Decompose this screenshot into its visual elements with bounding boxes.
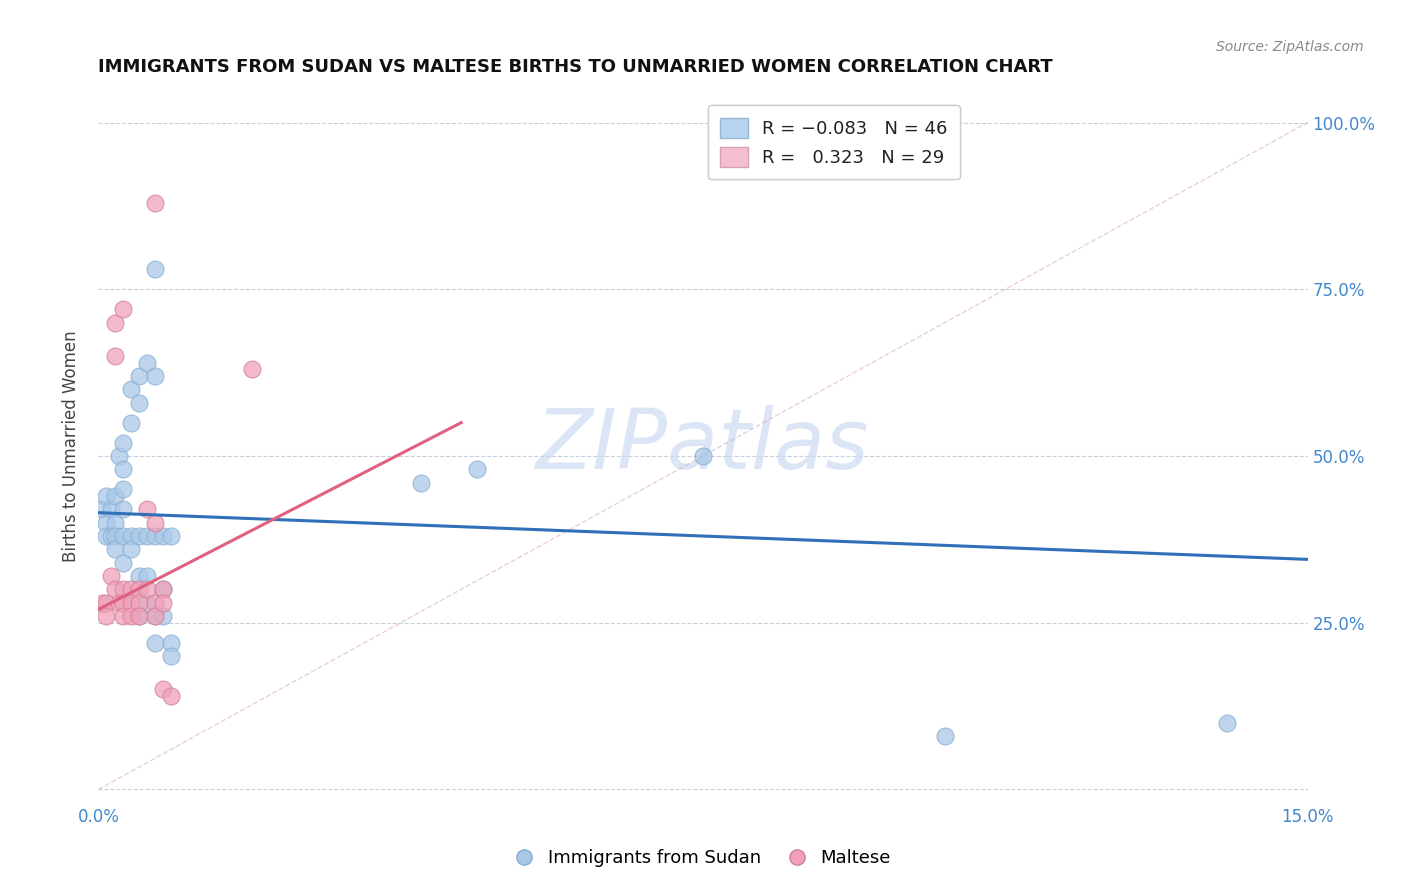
Point: [152, 582, 174, 597]
Point: [107, 596, 129, 610]
Point: [91, 502, 114, 516]
Point: [111, 529, 134, 543]
Legend: R = −0.083   N = 46, R =   0.323   N = 29: R = −0.083 N = 46, R = 0.323 N = 29: [707, 105, 960, 179]
Point: [107, 449, 129, 463]
Point: [100, 529, 122, 543]
Point: [934, 729, 956, 743]
Point: [160, 649, 183, 664]
Point: [103, 529, 125, 543]
Point: [240, 362, 263, 376]
Point: [143, 609, 166, 624]
Point: [128, 368, 150, 383]
Point: [111, 596, 134, 610]
Point: [120, 542, 142, 557]
Point: [111, 502, 134, 516]
Point: [96, 516, 118, 530]
Point: [143, 368, 166, 383]
Point: [103, 489, 125, 503]
Point: [152, 529, 174, 543]
Point: [152, 609, 174, 624]
Point: [96, 529, 118, 543]
Point: [152, 682, 174, 697]
Point: [135, 569, 157, 583]
Point: [103, 582, 125, 597]
Point: [96, 489, 118, 503]
Point: [143, 636, 166, 650]
Point: [692, 449, 714, 463]
Point: [100, 569, 122, 583]
Point: [465, 462, 488, 476]
Point: [111, 462, 134, 476]
Point: [160, 636, 183, 650]
Point: [143, 596, 166, 610]
Point: [135, 596, 157, 610]
Point: [103, 542, 125, 557]
Point: [120, 529, 142, 543]
Point: [143, 195, 166, 210]
Point: [143, 529, 166, 543]
Point: [111, 483, 134, 497]
Point: [409, 475, 432, 490]
Point: [120, 582, 142, 597]
Point: [135, 356, 157, 370]
Point: [128, 596, 150, 610]
Text: Source: ZipAtlas.com: Source: ZipAtlas.com: [1216, 40, 1364, 54]
Text: IMMIGRANTS FROM SUDAN VS MALTESE BIRTHS TO UNMARRIED WOMEN CORRELATION CHART: IMMIGRANTS FROM SUDAN VS MALTESE BIRTHS …: [98, 58, 1053, 76]
Point: [103, 516, 125, 530]
Point: [135, 529, 157, 543]
Point: [111, 609, 134, 624]
Point: [152, 596, 174, 610]
Point: [120, 416, 142, 430]
Point: [1216, 715, 1239, 730]
Point: [143, 516, 166, 530]
Point: [111, 556, 134, 570]
Point: [103, 316, 125, 330]
Point: [128, 609, 150, 624]
Point: [96, 596, 118, 610]
Point: [128, 569, 150, 583]
Point: [143, 609, 166, 624]
Text: ZIPatlas: ZIPatlas: [536, 406, 870, 486]
Legend: Immigrants from Sudan, Maltese: Immigrants from Sudan, Maltese: [508, 842, 898, 874]
Y-axis label: Births to Unmarried Women: Births to Unmarried Women: [62, 330, 80, 562]
Point: [160, 529, 183, 543]
Point: [91, 596, 114, 610]
Point: [100, 502, 122, 516]
Point: [120, 382, 142, 396]
Point: [143, 262, 166, 277]
Point: [103, 349, 125, 363]
Point: [128, 582, 150, 597]
Point: [135, 502, 157, 516]
Point: [128, 529, 150, 543]
Point: [120, 609, 142, 624]
Point: [120, 596, 142, 610]
Point: [128, 609, 150, 624]
Point: [128, 395, 150, 409]
Point: [111, 302, 134, 317]
Point: [135, 582, 157, 597]
Point: [96, 609, 118, 624]
Point: [111, 435, 134, 450]
Point: [111, 582, 134, 597]
Point: [160, 689, 183, 703]
Point: [152, 582, 174, 597]
